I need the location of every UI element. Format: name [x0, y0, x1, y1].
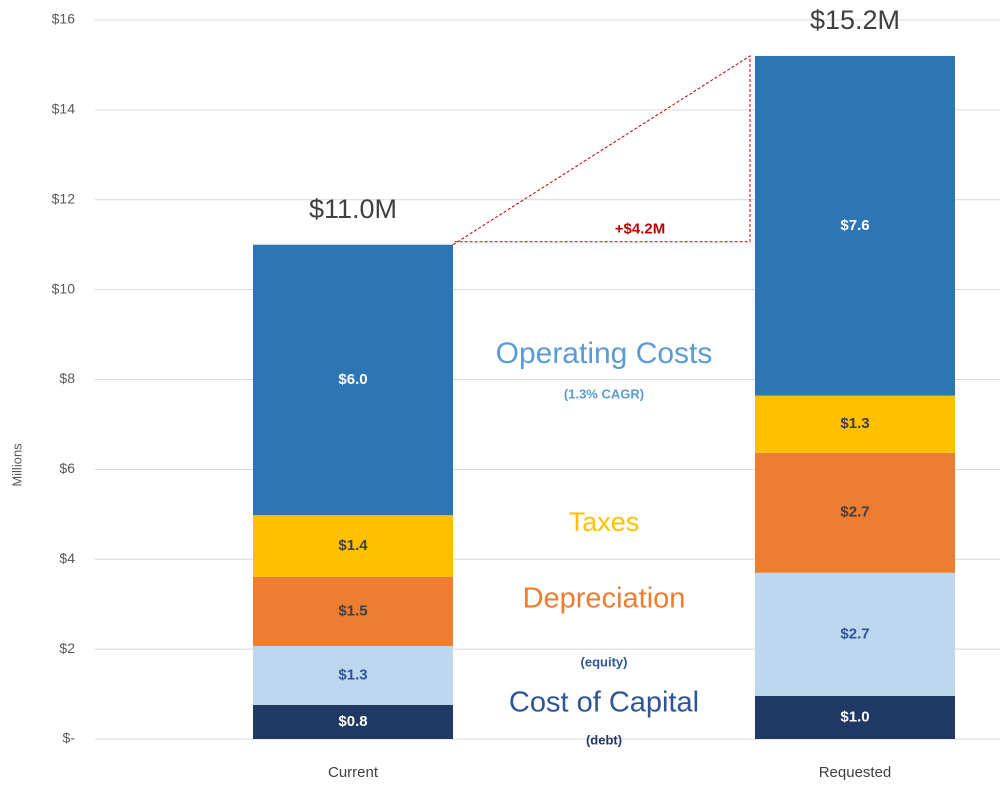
data-label: $0.8 — [338, 713, 367, 730]
data-label: $6.0 — [338, 371, 367, 388]
annotation: Cost of Capital — [509, 687, 699, 719]
change-indicator — [452, 55, 751, 246]
bar-segment — [755, 452, 955, 573]
y-tick-label: $16 — [52, 11, 76, 27]
bar-segment — [755, 572, 955, 696]
data-label: $1.4 — [338, 537, 368, 554]
legend-label: Depreciation — [523, 583, 686, 615]
bar-segment — [253, 645, 453, 705]
data-label: $1.0 — [840, 708, 869, 725]
bar-segment — [755, 395, 955, 453]
bar-segment — [755, 55, 955, 396]
y-tick-label: $10 — [52, 280, 76, 296]
y-tick-label: $- — [63, 730, 76, 746]
data-label: $2.7 — [840, 625, 869, 642]
data-label: $7.6 — [840, 217, 869, 234]
y-tick-label: $6 — [59, 460, 75, 476]
x-tick-label: Current — [328, 764, 379, 781]
y-tick-label: $12 — [52, 190, 76, 206]
bar-segment — [253, 244, 453, 516]
bar-segment — [755, 695, 955, 739]
x-tick-label: Requested — [819, 764, 892, 781]
change-label: +$4.2M — [615, 221, 665, 238]
y-tick-label: $4 — [59, 550, 75, 566]
y-tick-label: $8 — [59, 370, 75, 386]
y-axis-label: Millions — [9, 443, 24, 487]
bar-segment — [253, 704, 453, 739]
annotation: (1.3% CAGR) — [564, 386, 644, 401]
data-label: $1.5 — [338, 602, 367, 619]
data-label: $1.3 — [840, 415, 869, 432]
y-tick-label: $2 — [59, 640, 75, 656]
data-label: $2.7 — [840, 504, 869, 521]
legend-label: (debt) — [586, 732, 622, 747]
total-label: $11.0M — [309, 194, 397, 224]
total-label: $15.2M — [810, 5, 900, 35]
legend-label: (equity) — [581, 654, 628, 669]
bar-segment — [253, 576, 453, 646]
y-tick-label: $14 — [52, 101, 76, 117]
legend-label: Operating Costs — [496, 337, 713, 370]
bar-segment — [253, 515, 453, 577]
data-label: $1.3 — [338, 666, 367, 683]
legend-label: Taxes — [569, 507, 640, 537]
